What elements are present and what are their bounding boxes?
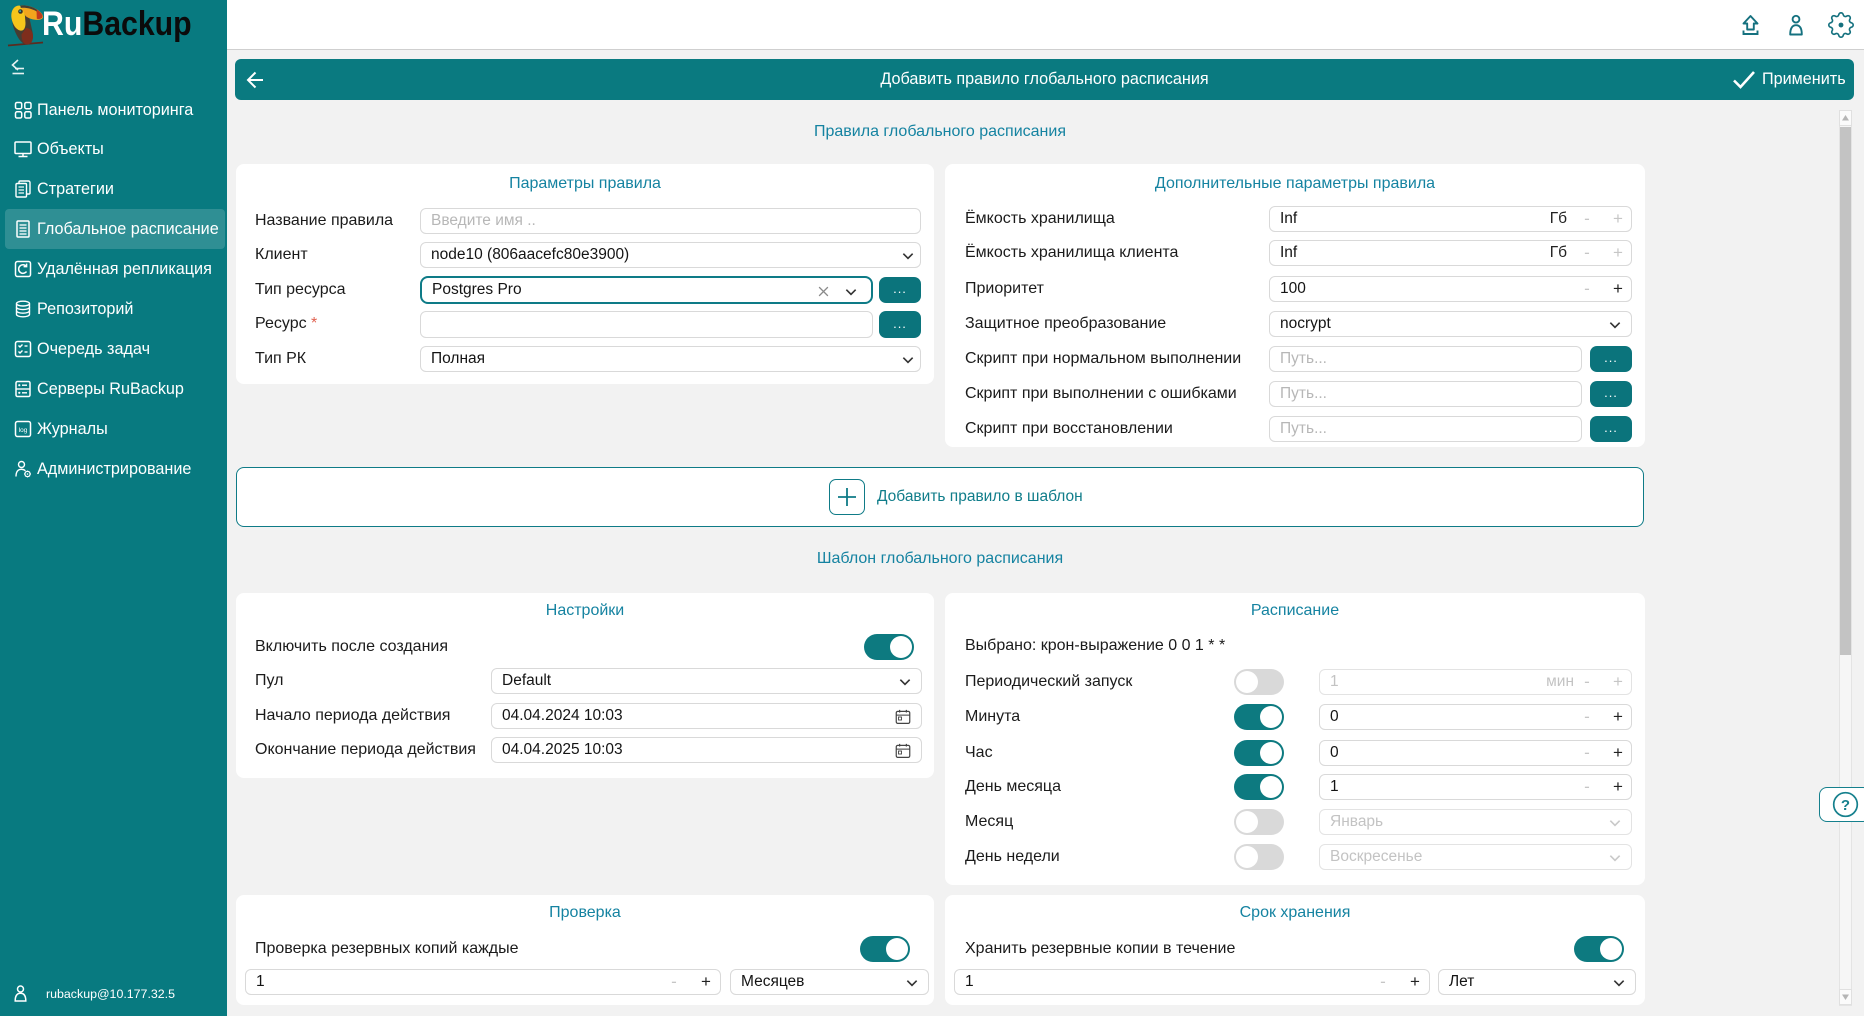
svg-text:?: ? — [1841, 797, 1850, 814]
svg-text:log: log — [19, 427, 28, 434]
